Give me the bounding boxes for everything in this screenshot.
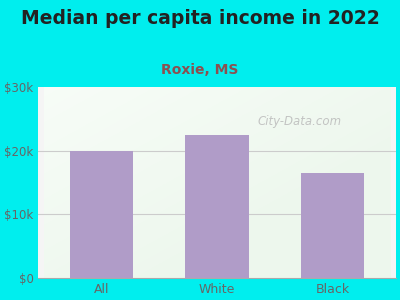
Bar (301, 173, 364, 278)
Text: City-Data.com: City-Data.com (257, 115, 341, 128)
Bar (185, 135, 249, 278)
Bar (70, 151, 134, 278)
Text: Roxie, MS: Roxie, MS (161, 63, 239, 77)
Text: Median per capita income in 2022: Median per capita income in 2022 (21, 9, 379, 28)
